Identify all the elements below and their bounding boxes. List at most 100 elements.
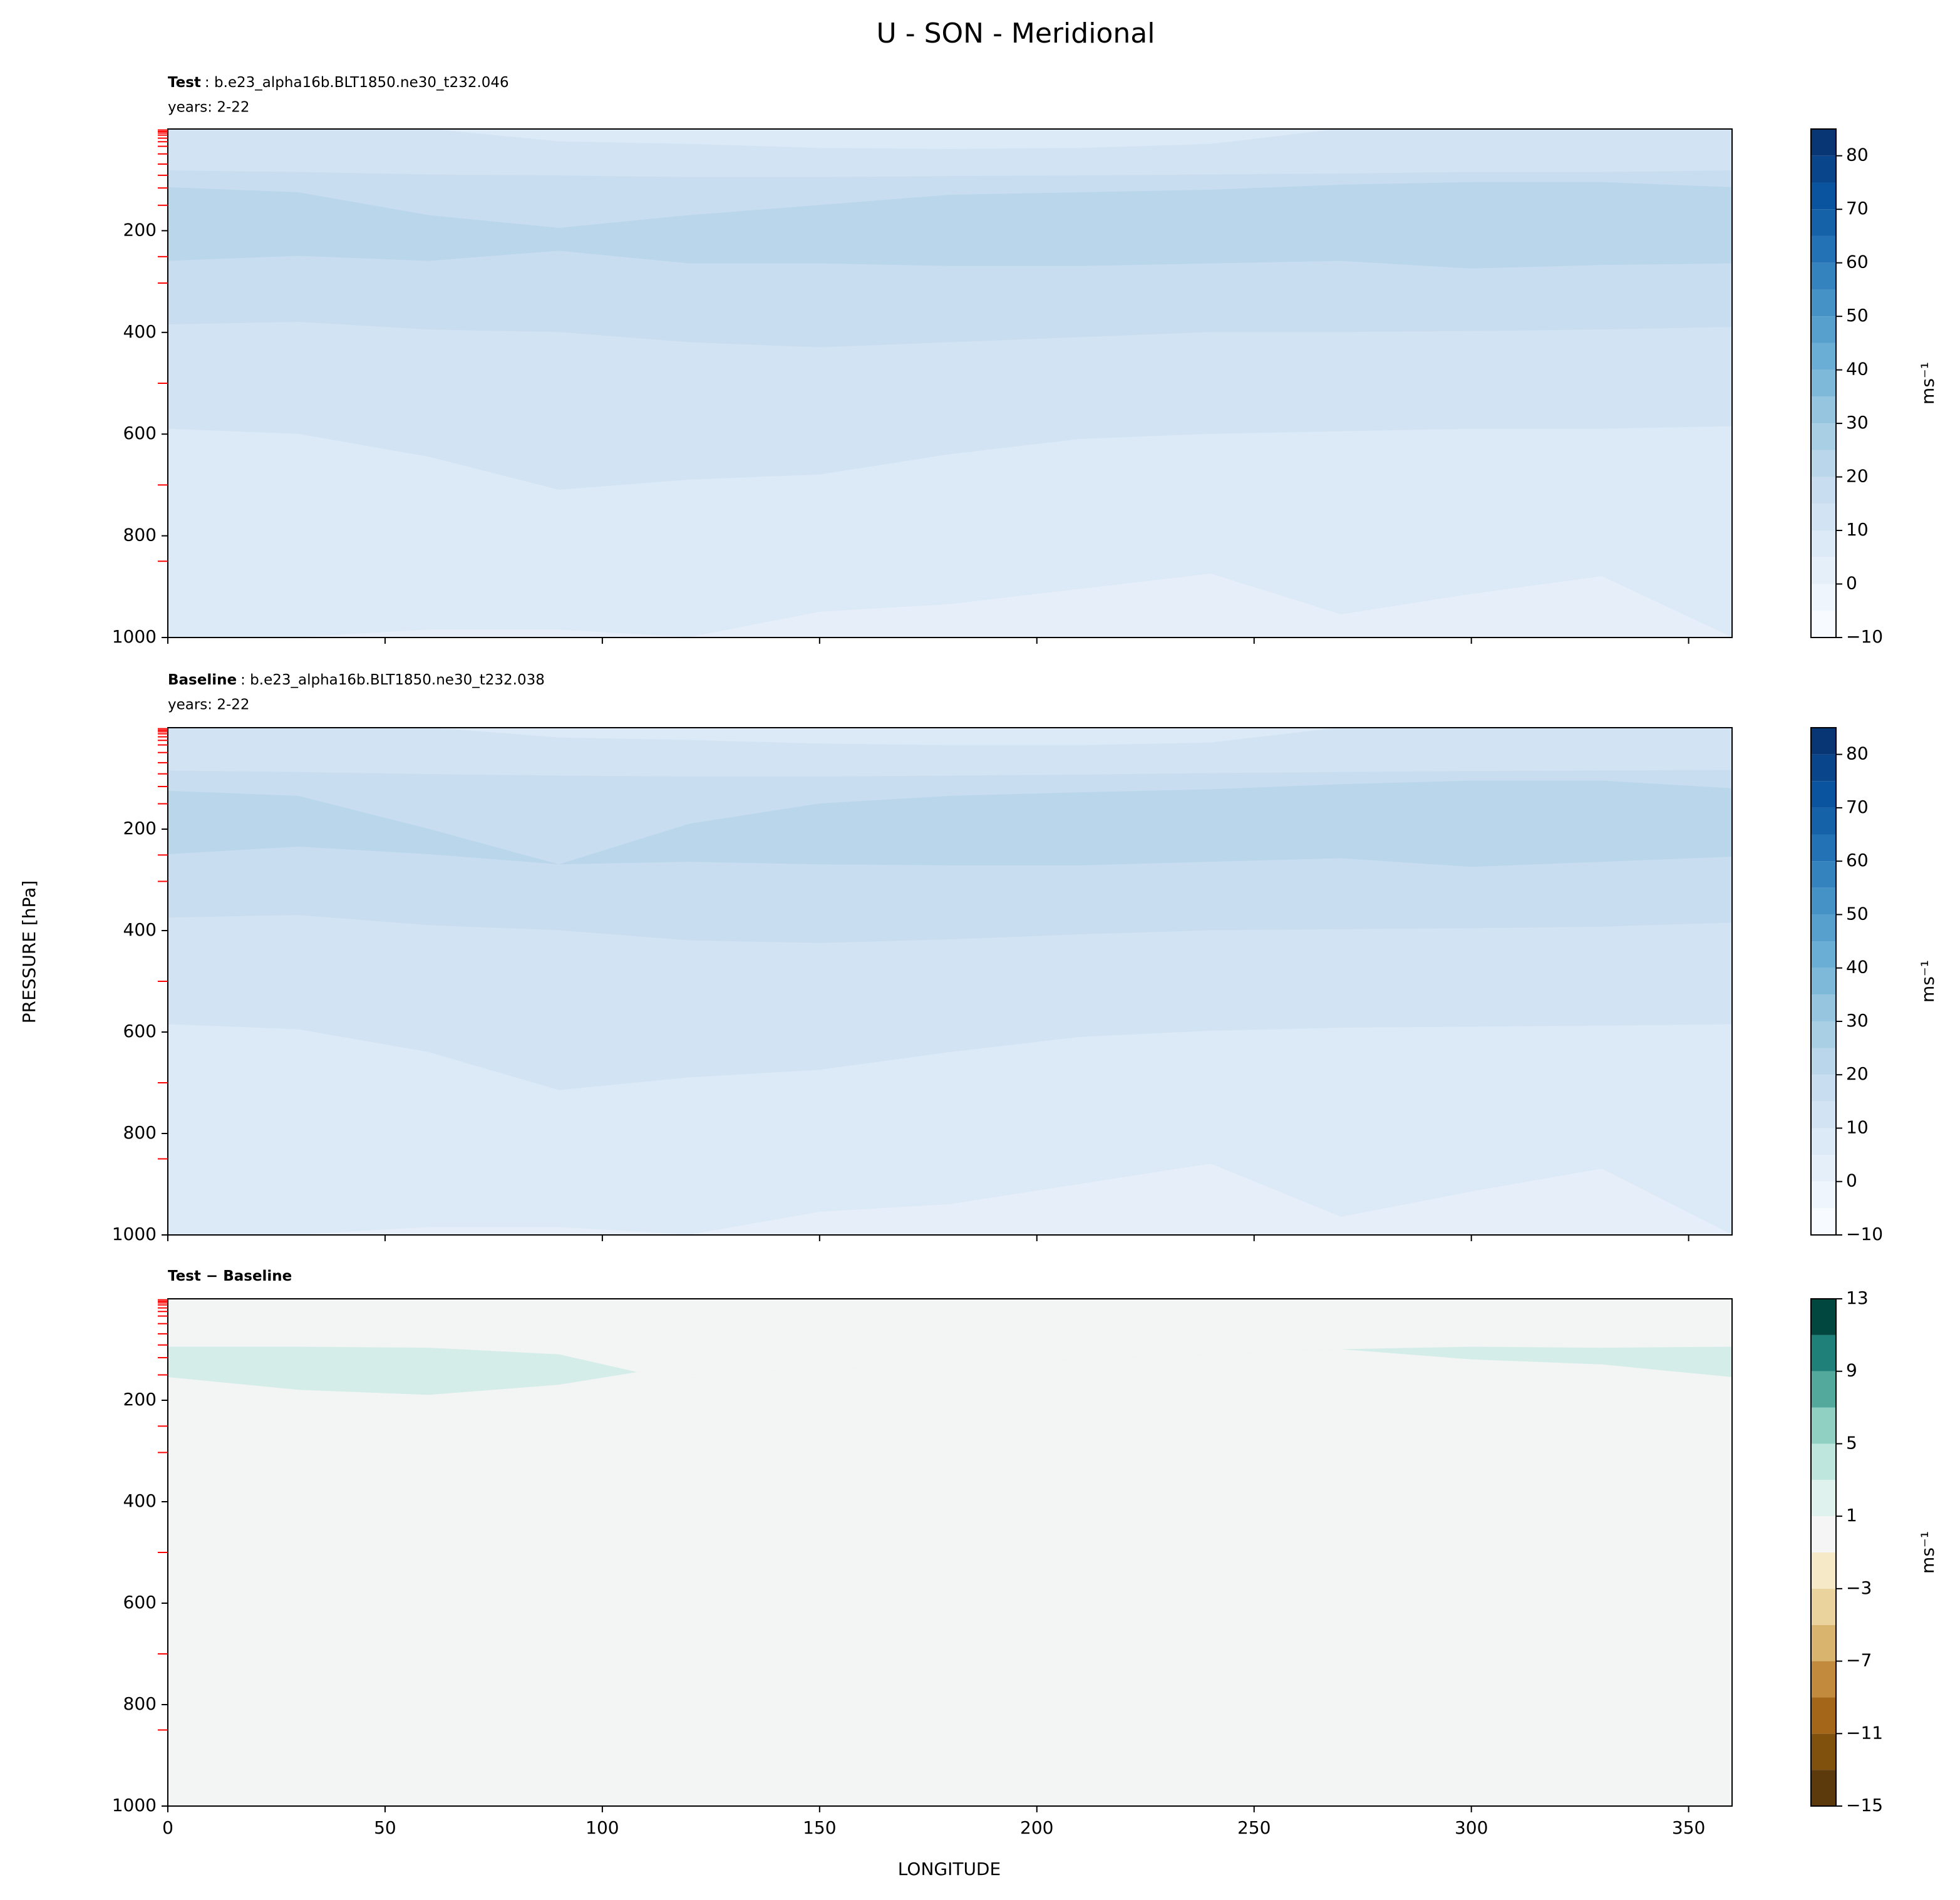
colorbar-swatch (1811, 1770, 1836, 1806)
panel-subtitle: years: 2-22 (168, 697, 250, 713)
colorbar-swatch (1811, 1048, 1836, 1075)
colorbar-swatch (1811, 584, 1836, 611)
colorbar-tick-label: 80 (1846, 743, 1869, 764)
colorbar-tick-label: 0 (1846, 1170, 1857, 1191)
colorbar-tick-label: 10 (1846, 519, 1869, 540)
colorbar-swatch (1811, 1588, 1836, 1625)
plot-area (168, 728, 1732, 1235)
y-tick-label: 400 (123, 1490, 157, 1511)
colorbar-tick-label: −15 (1846, 1795, 1883, 1815)
y-tick-label: 1000 (112, 1795, 157, 1815)
colorbar-swatch (1811, 450, 1836, 477)
contour-band (168, 1024, 1732, 1235)
colorbar-swatch (1811, 396, 1836, 424)
colorbar-swatch (1811, 1155, 1836, 1182)
y-tick-label: 800 (123, 1693, 157, 1714)
colorbar-swatch (1811, 1480, 1836, 1517)
colorbar-swatch (1811, 834, 1836, 862)
colorbar-swatch (1811, 1624, 1836, 1661)
colorbar-tick-label: 13 (1846, 1288, 1869, 1308)
colorbar-swatch (1811, 1661, 1836, 1698)
colorbar-tick-label: 50 (1846, 903, 1869, 924)
colorbar-tick-label: 0 (1846, 573, 1857, 594)
colorbar-tick-label: 1 (1846, 1505, 1857, 1526)
y-axis-label: PRESSURE [hPa] (19, 880, 39, 1024)
contour-band (168, 1349, 1732, 1806)
colorbar-tick-label: 30 (1846, 412, 1869, 433)
colorbar-label: ms⁻¹ (1917, 1531, 1938, 1574)
colorbar-tick-label: 50 (1846, 305, 1869, 326)
colorbar-tick-label: 10 (1846, 1117, 1869, 1137)
colorbar-swatch (1811, 235, 1836, 263)
colorbar-swatch (1811, 155, 1836, 183)
panel-title-bold: Test − Baseline (168, 1268, 292, 1284)
colorbar-swatch (1811, 994, 1836, 1021)
y-tick-label: 800 (123, 525, 157, 545)
x-tick-label: 350 (1672, 1817, 1705, 1838)
colorbar-tick-label: −11 (1846, 1722, 1883, 1743)
colorbar-swatch (1811, 557, 1836, 584)
colorbar-frame (1810, 128, 1837, 638)
colorbar-swatch (1811, 1181, 1836, 1209)
colorbar-swatch (1811, 1443, 1836, 1480)
colorbar-swatch (1811, 914, 1836, 942)
panel-title: Baseline: b.e23_alpha16b.BLT1850.ne30_t2… (168, 672, 545, 688)
y-tick-label: 200 (123, 219, 157, 240)
y-tick-label: 800 (123, 1122, 157, 1143)
colorbar-swatch (1811, 423, 1836, 450)
colorbar-swatch (1811, 1552, 1836, 1589)
colorbar-tick-label: 80 (1846, 145, 1869, 165)
colorbar-tick-label: 40 (1846, 359, 1869, 379)
colorbar-swatch (1811, 781, 1836, 808)
colorbar-swatch (1811, 754, 1836, 782)
colorbar-tick-label: 20 (1846, 466, 1869, 487)
colorbar-swatch (1811, 807, 1836, 835)
colorbar-swatch (1811, 1516, 1836, 1552)
colorbar-swatch (1811, 941, 1836, 968)
colorbar-tick-label: 30 (1846, 1010, 1869, 1031)
colorbar-swatch (1811, 1208, 1836, 1235)
x-tick-label: 150 (803, 1817, 836, 1838)
colorbar-frame (1810, 727, 1837, 1236)
colorbar-swatch (1811, 861, 1836, 888)
y-tick-label: 600 (123, 423, 157, 443)
x-tick-label: 50 (374, 1817, 396, 1838)
colorbar-tick-label: 40 (1846, 957, 1869, 978)
colorbar-swatch (1811, 887, 1836, 915)
contour-band (168, 573, 1732, 638)
contour-band (168, 1164, 1732, 1235)
colorbar-swatch (1811, 968, 1836, 995)
colorbar-swatch (1811, 1075, 1836, 1102)
colorbar-swatch (1811, 1371, 1836, 1408)
colorbar-tick-label: 70 (1846, 198, 1869, 219)
colorbar-swatch (1811, 182, 1836, 210)
colorbar-tick-label: 70 (1846, 797, 1869, 817)
x-tick-label: 0 (162, 1817, 173, 1838)
colorbar-label: ms⁻¹ (1917, 960, 1938, 1003)
colorbar-swatch (1811, 530, 1836, 557)
plot-area (168, 129, 1732, 638)
colorbar-swatch (1811, 289, 1836, 317)
colorbar-swatch (1811, 262, 1836, 290)
colorbar-swatch (1811, 369, 1836, 397)
colorbar-tick-label: 5 (1846, 1432, 1857, 1453)
x-tick-label: 300 (1455, 1817, 1488, 1838)
colorbar-swatch (1811, 1299, 1836, 1335)
colorbar-tick-label: −7 (1846, 1650, 1872, 1671)
colorbar-tick-label: 9 (1846, 1360, 1857, 1381)
x-tick-label: 100 (585, 1817, 619, 1838)
colorbar-swatch (1811, 1733, 1836, 1770)
colorbar-swatch (1811, 209, 1836, 236)
y-tick-label: 1000 (112, 1224, 157, 1244)
figure-title: U - SON - Meridional (877, 18, 1155, 49)
colorbar-swatch (1811, 343, 1836, 370)
colorbar-tick-label: −10 (1846, 626, 1883, 647)
panel-title-bold: Test (168, 75, 201, 91)
x-tick-label: 200 (1020, 1817, 1053, 1838)
colorbar-tick-label: 20 (1846, 1063, 1869, 1084)
contour-band (168, 426, 1732, 638)
colorbar-swatch (1811, 1101, 1836, 1128)
y-tick-label: 600 (123, 1021, 157, 1041)
panel-title-rest: : b.e23_alpha16b.BLT1850.ne30_t232.046 (205, 75, 509, 91)
